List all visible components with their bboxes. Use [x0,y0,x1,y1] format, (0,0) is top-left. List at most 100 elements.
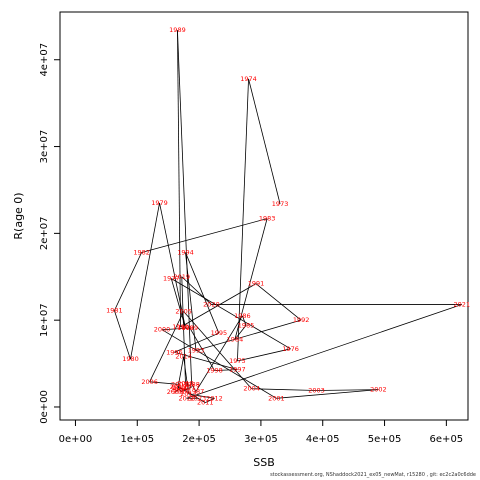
y-axis: 0e+00 1e+07 2e+07 3e+07 4e+07 [39,43,61,424]
series-line-group [114,30,462,404]
series-segment [177,356,185,388]
x-tick-label: 4e+05 [306,434,340,445]
y-tick-label: 0e+00 [39,390,50,424]
point-label-2000: 2000 [154,326,171,334]
point-label-1974: 1974 [240,75,257,83]
series-segment [141,218,268,253]
series-segment [177,30,181,328]
point-label-2015: 2015 [170,383,187,391]
point-label-2023: 2023 [190,394,207,402]
x-tick-label: 0e+00 [59,434,93,445]
point-label-2003: 2003 [308,386,325,394]
point-label-1993: 1993 [188,347,205,355]
point-label-1976: 1976 [282,345,299,353]
point-label-1990: 1990 [172,323,189,331]
series-segment [214,369,238,371]
point-label-1977: 1977 [163,275,180,283]
point-label-2007: 2007 [171,380,188,388]
series-segment [195,315,243,392]
point-label-2008: 2008 [170,386,187,394]
point-label-2009: 2009 [167,388,184,396]
series-segment [171,278,291,350]
series-segment [234,325,247,340]
series-segment [181,276,212,305]
point-label-1996: 1996 [166,348,183,356]
series-segment [185,252,220,334]
series-segment [251,388,317,391]
series-segment [130,202,160,360]
point-label-2022: 2022 [178,394,195,402]
series-segment [114,252,142,311]
series-segment [159,202,186,329]
series-segment [149,311,184,382]
point-label-1973: 1973 [272,200,289,208]
series-segment [180,387,206,403]
point-label-2004: 2004 [243,385,260,393]
point-label-1985: 1985 [238,321,255,329]
point-label-2017: 2017 [183,383,200,391]
y-tick-label: 2e+07 [39,217,50,251]
footer-caption: stockassessment.org, NShaddock2021_ex05_… [270,472,476,478]
series-segment [241,315,247,326]
series-segment [181,386,192,392]
series-segment [248,78,281,204]
point-label-2005: 2005 [175,307,192,315]
series-segment [255,283,302,321]
series-segment [183,311,252,390]
point-label-1980: 1980 [122,355,139,363]
x-tick-label: 5e+05 [368,434,402,445]
x-tick-label: 2e+05 [182,434,216,445]
point-label-1998: 1998 [206,367,223,375]
point-label-1991: 1991 [248,280,265,288]
series-segment [161,329,277,399]
point-label-1987: 1987 [188,387,205,395]
x-tick-label: 6e+05 [430,434,464,445]
series-segment [276,389,379,399]
x-axis-title: SSB [253,456,275,469]
point-label-1995: 1995 [211,329,228,337]
point-label-1984: 1984 [227,335,244,343]
series-segment [181,276,186,384]
x-axis: 0e+00 1e+05 2e+05 3e+05 4e+05 5e+05 6e+05 [59,419,464,445]
series-segment [177,386,182,392]
y-tick-label: 1e+07 [39,303,50,337]
series-segment [174,332,220,353]
series-segment [316,389,379,391]
x-tick-label: 3e+05 [244,434,278,445]
point-label-1982: 1982 [133,248,150,256]
point-label-2010: 2010 [172,384,189,392]
series-segment [114,310,131,360]
series-segment [186,304,462,399]
point-label-2001: 2001 [268,394,285,402]
point-label-2019: 2019 [174,273,191,281]
point-label-1981: 1981 [106,307,123,315]
y-tick-label: 4e+07 [39,43,50,77]
series-segment [149,381,180,385]
point-label-1999: 1999 [182,324,199,332]
point-label-1994: 1994 [177,248,194,256]
series-segment [205,397,215,404]
point-label-1975: 1975 [229,357,246,365]
x-tick-label: 1e+05 [120,434,154,445]
point-label-2018: 2018 [177,380,194,388]
series-segment [177,30,193,385]
y-tick-label: 3e+07 [39,130,50,164]
series-segment [161,327,190,331]
point-label-2002: 2002 [370,386,387,394]
point-label-2011: 2011 [197,399,214,407]
series-segment [237,78,249,361]
point-label-group: 1973 1974 1975 1976 1977 1978 1979 1980 1981 1982… [106,26,470,406]
point-label-1979: 1979 [151,199,168,207]
point-label-2014: 2014 [175,353,192,361]
series-segment [189,327,215,371]
point-label-1997: 1997 [229,366,246,374]
point-label-1983: 1983 [259,215,276,223]
series-segment [185,383,192,388]
point-label-1989: 1989 [169,26,186,34]
series-segment [191,384,197,392]
point-label-2012: 2012 [206,394,223,402]
point-label-1992: 1992 [293,316,310,324]
series-segment [188,393,215,399]
point-label-2020: 2020 [203,301,220,309]
